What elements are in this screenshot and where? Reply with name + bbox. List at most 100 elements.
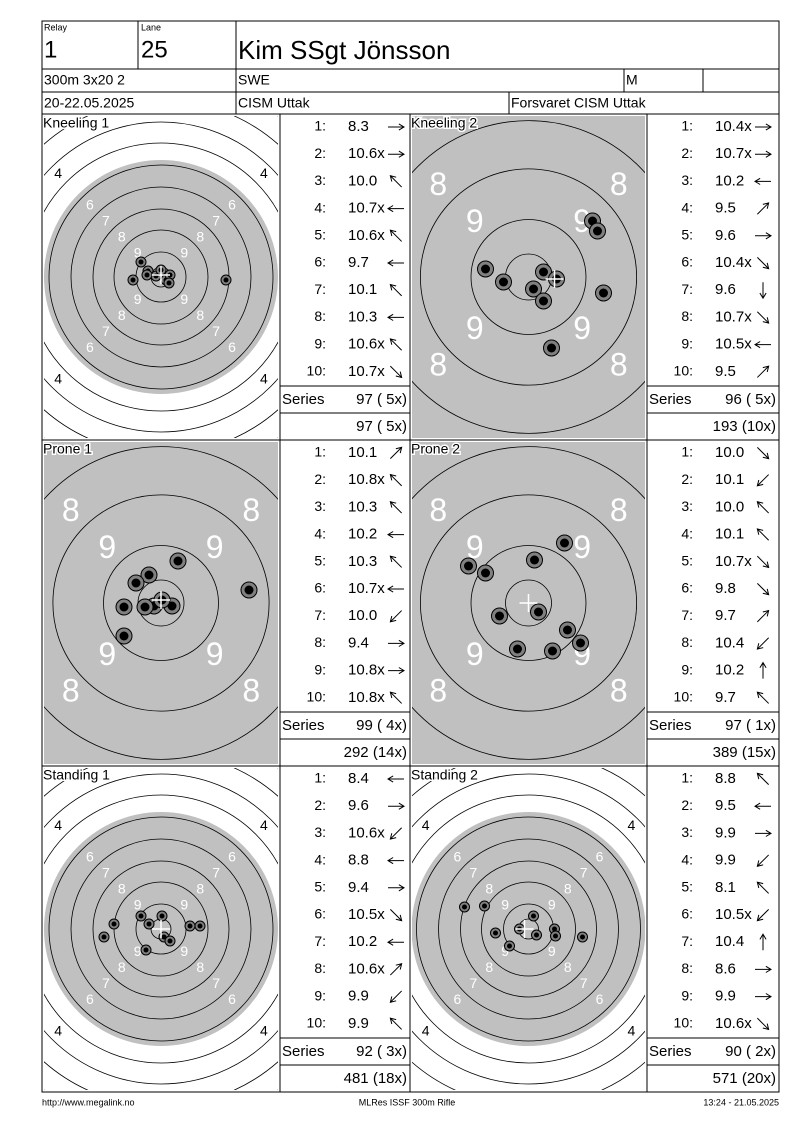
shot-score: 10.7x <box>348 580 385 597</box>
shot-number: 2: <box>681 471 693 487</box>
target-ring <box>52 494 270 712</box>
shot-centre <box>499 277 508 287</box>
shot-number: 8: <box>314 634 326 650</box>
shot-centre <box>552 926 557 932</box>
shot-score: 10.2 <box>715 662 744 679</box>
shot-score: 10.2 <box>348 933 377 950</box>
shot-number: 4: <box>314 851 326 867</box>
series-label: Series <box>282 391 325 408</box>
ring-label: 8 <box>610 492 628 528</box>
direction-arrow <box>387 857 404 865</box>
ring-label: 5 <box>70 355 78 371</box>
shot-number: 1: <box>681 770 693 786</box>
shot-centre <box>563 625 572 635</box>
shot-number: 2: <box>681 797 693 813</box>
shot-number: 6: <box>314 906 326 922</box>
target-black <box>412 116 645 438</box>
shot-centre <box>482 903 487 909</box>
ring-label: 9 <box>134 244 142 260</box>
shot-number: 9: <box>681 987 693 1003</box>
ring-label: 9 <box>466 310 484 346</box>
shot-centre <box>539 267 548 277</box>
target: 8 88 89 99 9 <box>412 442 645 764</box>
ring-label: 9 <box>180 291 188 307</box>
shot-centre <box>143 947 149 953</box>
ring-label: 7 <box>102 213 110 229</box>
shot-centre <box>576 638 585 648</box>
shot-score: 10.1 <box>715 471 744 488</box>
ring-label: 6 <box>228 991 236 1007</box>
shot-centre <box>173 556 183 566</box>
direction-arrow <box>759 282 767 300</box>
shot-centre <box>593 226 602 236</box>
shot-number: 10: <box>307 689 326 705</box>
lane: 25 <box>141 36 168 63</box>
ring-label: 9 <box>206 529 224 565</box>
direction-arrow <box>756 311 770 324</box>
shot-number: 1: <box>314 770 326 786</box>
series-total: 97 ( 5x) <box>356 391 407 408</box>
direction-arrow <box>756 691 770 704</box>
shot-number: 5: <box>681 227 693 243</box>
shot-score: 8.1 <box>715 879 736 896</box>
direction-arrow <box>755 232 772 240</box>
direction-arrow <box>388 802 405 810</box>
shot-number: 8: <box>681 960 693 976</box>
direction-arrow <box>387 775 404 783</box>
gender: M <box>626 72 638 88</box>
ring-label: 9 <box>180 943 188 959</box>
shot-centre <box>144 272 150 278</box>
series-total: 92 ( 3x) <box>356 1043 407 1060</box>
shot-centre <box>159 913 165 919</box>
shot-number: 10: <box>307 1015 326 1031</box>
target-ring <box>419 494 637 712</box>
ring-label: 8 <box>62 673 80 709</box>
target-ring <box>438 838 619 1020</box>
ring-label: 9 <box>573 529 591 565</box>
shot-number: 9: <box>314 335 326 351</box>
ring-label: 6 <box>228 197 236 213</box>
ring-label: 6 <box>596 991 604 1007</box>
shot-number: 2: <box>681 145 693 161</box>
shot-score: 9.5 <box>715 797 736 814</box>
shot-number: 1: <box>314 444 326 460</box>
ring-label: 7 <box>469 975 477 991</box>
ring-label: 8 <box>118 959 126 975</box>
ring-label: 9 <box>134 896 142 912</box>
shot-number: 2: <box>314 471 326 487</box>
shot-score: 10.8x <box>348 662 385 679</box>
shot-number: 7: <box>314 281 326 297</box>
shot-score: 9.5 <box>715 200 736 217</box>
target-ring <box>92 860 230 998</box>
ring-label: 8 <box>118 228 126 244</box>
shot-score: 8.6 <box>715 960 736 977</box>
shot-score: 10.8x <box>348 471 385 488</box>
ring-label: 9 <box>466 529 484 565</box>
direction-arrow <box>388 123 405 131</box>
direction-arrow <box>755 829 772 837</box>
target: 4 44 45 55 56 66 67 77 78 88 89 99 9 <box>44 768 278 1090</box>
ring-label: 5 <box>70 833 78 849</box>
ring-label: 8 <box>429 673 447 709</box>
direction-arrow <box>389 365 403 379</box>
target-ring <box>70 838 252 1020</box>
direction-arrow <box>756 256 770 270</box>
ring-label: 8 <box>485 959 493 975</box>
ring-label: 4 <box>422 817 430 833</box>
ring-label: 6 <box>454 991 462 1007</box>
shot-score: 10.0 <box>715 444 744 461</box>
ring-label: 7 <box>212 213 220 229</box>
ring-label: 6 <box>596 849 604 865</box>
running-total: 292 (14x) <box>344 744 407 761</box>
shot-score: 9.7 <box>715 607 736 624</box>
shot-number: 4: <box>681 525 693 541</box>
ring-label: 7 <box>212 323 220 339</box>
ring-label: 4 <box>260 371 268 387</box>
direction-arrow <box>756 555 770 569</box>
ring-label: 8 <box>564 959 572 975</box>
shot-number: 6: <box>314 254 326 270</box>
ring-label: 5 <box>244 355 252 371</box>
ring-label: 5 <box>612 833 620 849</box>
